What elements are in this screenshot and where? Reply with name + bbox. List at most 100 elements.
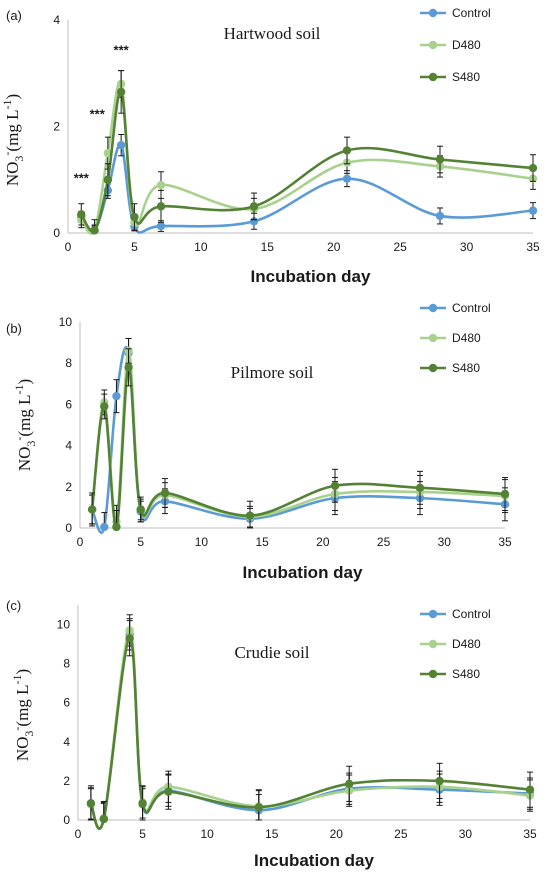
legend-swatch-marker — [428, 8, 438, 18]
data-point — [156, 221, 166, 231]
data-point — [342, 146, 352, 155]
y-tick-label: 4 — [53, 13, 60, 27]
y-tick-label: 10 — [59, 315, 73, 329]
data-point — [112, 522, 121, 532]
y-tick-label: 2 — [65, 480, 72, 494]
legend-item: Control — [420, 607, 491, 621]
legend-item: D480 — [420, 331, 481, 345]
chart-title: Crudie soil — [234, 643, 309, 662]
legend-swatch-marker — [428, 72, 438, 82]
legend-item: S480 — [420, 667, 480, 681]
data-point — [330, 481, 340, 490]
y-tick-label: 8 — [63, 657, 70, 671]
x-tick-label: 35 — [523, 827, 537, 841]
data-point — [125, 634, 134, 643]
data-point — [525, 785, 535, 794]
y-tick-label: 4 — [65, 439, 72, 453]
significance-label: *** — [90, 107, 106, 122]
y-axis-title: NO3-(mg L-1) — [0, 94, 26, 186]
legend-swatch-marker — [428, 363, 438, 373]
data-point — [100, 402, 109, 411]
x-tick-label: 30 — [460, 240, 474, 254]
legend-label: Control — [452, 607, 491, 621]
data-point — [87, 505, 97, 514]
x-tick-label: 30 — [438, 535, 452, 549]
chart-panel-2: 0 5 10 15 20 25 30 35 0 2 4 6 8 10 Incubation day NO3-(… — [6, 301, 512, 582]
panel-label: (a) — [6, 8, 22, 23]
x-tick-label: 15 — [261, 240, 275, 254]
data-point — [342, 174, 352, 183]
x-tick-label: 15 — [255, 535, 269, 549]
legend: Control D480 S480 — [420, 301, 491, 375]
legend-swatch-marker — [428, 609, 438, 619]
y-axis-title: NO3-(mg L-1) — [12, 379, 38, 471]
x-tick-label: 10 — [195, 535, 209, 549]
data-point — [77, 210, 86, 219]
legend-label: D480 — [452, 331, 481, 345]
data-point — [100, 522, 109, 532]
significance-label: *** — [74, 170, 90, 185]
data-point — [249, 202, 259, 211]
legend-label: D480 — [452, 38, 481, 52]
data-point — [156, 180, 166, 190]
data-point — [435, 155, 445, 164]
y-tick-label: 0 — [65, 521, 72, 535]
legend: Control D480 S480 — [420, 6, 491, 84]
x-tick-label: 20 — [327, 240, 341, 254]
data-point — [99, 814, 109, 824]
legend-swatch-marker — [428, 669, 438, 679]
legend-swatch-marker — [428, 40, 438, 50]
y-tick-label: 2 — [63, 774, 70, 788]
x-axis-title: Incubation day — [251, 267, 372, 286]
legend-item: D480 — [420, 38, 481, 52]
data-point — [435, 211, 445, 221]
series-line — [80, 90, 534, 233]
legend-label: S480 — [452, 70, 480, 84]
x-tick-label: 20 — [316, 535, 330, 549]
data-point — [528, 206, 538, 215]
x-axis-title: Incubation day — [254, 851, 375, 870]
x-tick-label: 30 — [459, 827, 473, 841]
x-tick-label: 5 — [131, 240, 138, 254]
series-line — [80, 143, 534, 234]
data-point — [415, 483, 425, 493]
legend-label: Control — [452, 6, 491, 20]
legend-label: S480 — [452, 667, 480, 681]
data-point — [116, 87, 126, 97]
x-tick-label: 35 — [498, 535, 512, 549]
y-tick-label: 4 — [63, 735, 70, 749]
data-point — [130, 212, 139, 222]
data-point — [160, 488, 170, 498]
x-tick-label: 10 — [200, 827, 214, 841]
x-tick-label: 0 — [75, 827, 82, 841]
series-s480 — [87, 348, 510, 532]
y-tick-label: 6 — [65, 397, 72, 411]
x-tick-label: 25 — [393, 240, 407, 254]
panel-label: (b) — [6, 321, 22, 336]
legend-item: Control — [420, 301, 491, 315]
x-tick-label: 25 — [394, 827, 408, 841]
y-tick-label: 2 — [53, 120, 60, 134]
legend-item: S480 — [420, 361, 480, 375]
x-tick-label: 25 — [377, 535, 391, 549]
x-tick-label: 5 — [137, 535, 144, 549]
data-point — [86, 799, 96, 808]
data-point — [435, 776, 444, 786]
x-axis-title: Incubation day — [243, 563, 364, 582]
data-point — [245, 511, 255, 520]
data-point — [249, 217, 259, 226]
series-control — [77, 133, 538, 235]
data-point — [156, 202, 166, 211]
series-line — [89, 636, 531, 830]
chart-panel-3: 0 5 10 15 20 25 30 35 0 2 4 6 8 10 Incubation day NO3-(… — [6, 598, 537, 870]
chart-panel-1: 0 5 10 15 20 25 30 35 0 2 4 Incubation day NO3-(mg L… — [0, 6, 540, 286]
x-tick-label: 0 — [77, 535, 84, 549]
data-point — [528, 163, 538, 173]
y-tick-label: 0 — [63, 813, 70, 827]
x-tick-label: 15 — [265, 827, 279, 841]
series-s480 — [77, 70, 538, 235]
legend-swatch-marker — [428, 639, 438, 649]
x-tick-label: 10 — [194, 240, 208, 254]
x-tick-label: 20 — [330, 827, 344, 841]
x-tick-label: 0 — [65, 240, 72, 254]
